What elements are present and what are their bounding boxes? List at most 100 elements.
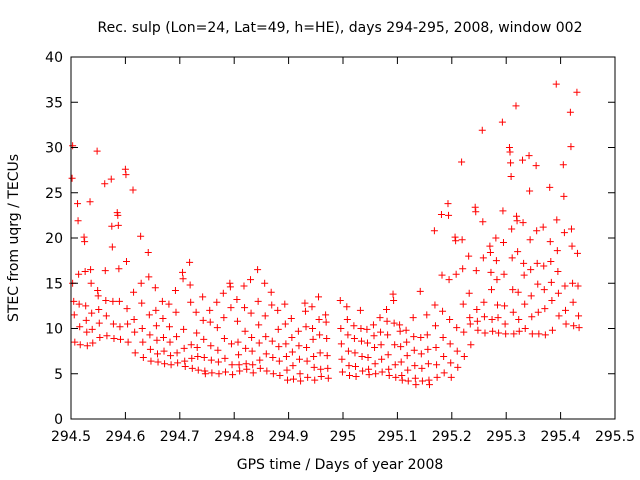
- data-point: [378, 368, 386, 376]
- data-point: [74, 200, 82, 208]
- data-point: [146, 345, 154, 353]
- data-point: [193, 329, 201, 337]
- data-point: [528, 313, 536, 321]
- data-point: [570, 322, 578, 330]
- data-point: [465, 289, 473, 297]
- data-point: [186, 258, 194, 266]
- data-point: [275, 357, 283, 365]
- data-point: [181, 363, 189, 371]
- data-point: [228, 361, 236, 369]
- data-point: [87, 279, 95, 287]
- data-point: [96, 334, 104, 342]
- data-point: [486, 248, 494, 256]
- data-point: [173, 349, 181, 357]
- data-point: [377, 341, 385, 349]
- data-point: [179, 268, 187, 276]
- data-point: [569, 279, 577, 287]
- data-point: [283, 366, 291, 374]
- data-point: [446, 340, 454, 348]
- data-point: [188, 364, 196, 372]
- data-point: [147, 357, 155, 365]
- data-point: [83, 342, 91, 350]
- data-point: [412, 381, 420, 389]
- data-point: [479, 254, 487, 262]
- data-point: [566, 108, 574, 116]
- data-point: [281, 320, 289, 328]
- data-point: [391, 341, 399, 349]
- data-point: [76, 341, 84, 349]
- data-point: [309, 335, 317, 343]
- data-point: [262, 350, 270, 358]
- data-point: [411, 374, 419, 382]
- data-point: [527, 292, 535, 300]
- data-point: [235, 361, 243, 369]
- data-point: [403, 338, 411, 346]
- data-point: [109, 297, 117, 305]
- data-point: [383, 317, 391, 325]
- data-point: [122, 171, 130, 179]
- x-axis: 294.5 294.6 294.7 294.8 294.9 295 295.1 295.2 29…: [51, 57, 635, 445]
- data-point: [391, 361, 399, 369]
- data-point: [515, 327, 523, 335]
- data-point: [547, 258, 555, 266]
- data-point: [269, 353, 277, 361]
- data-point: [554, 267, 562, 275]
- data-point: [438, 271, 446, 279]
- data-point: [95, 305, 103, 313]
- data-point: [129, 186, 137, 194]
- data-point: [275, 343, 283, 351]
- data-point: [528, 330, 536, 338]
- data-point: [110, 334, 118, 342]
- data-point: [213, 298, 221, 306]
- data-point: [437, 210, 445, 218]
- data-point: [533, 259, 541, 267]
- data-point: [240, 282, 248, 290]
- data-point: [324, 364, 332, 372]
- data-point: [248, 334, 256, 342]
- data-point: [281, 300, 289, 308]
- data-point: [302, 323, 310, 331]
- data-point: [153, 336, 161, 344]
- data-point: [352, 363, 360, 371]
- data-point: [114, 211, 122, 219]
- data-point: [80, 233, 88, 241]
- data-point: [369, 321, 377, 329]
- data-point: [569, 298, 577, 306]
- data-point: [256, 364, 264, 372]
- data-point: [559, 161, 567, 169]
- x-tick-label: 294.5: [51, 429, 91, 445]
- data-point: [573, 249, 581, 257]
- data-point: [403, 352, 411, 360]
- y-tick-label: 25: [45, 186, 63, 202]
- data-point: [206, 306, 214, 314]
- data-point: [344, 331, 352, 339]
- data-point: [567, 143, 575, 151]
- data-point: [402, 326, 410, 334]
- data-point: [459, 265, 467, 273]
- data-point: [410, 333, 418, 341]
- data-point: [160, 347, 168, 355]
- data-point: [82, 302, 90, 310]
- data-point: [337, 340, 345, 348]
- data-point: [121, 165, 129, 173]
- data-point: [167, 352, 175, 360]
- data-point: [297, 377, 305, 385]
- data-point: [431, 322, 439, 330]
- data-point: [418, 377, 426, 385]
- data-point: [226, 279, 234, 287]
- data-point: [138, 299, 146, 307]
- data-point: [322, 311, 330, 319]
- data-point: [221, 368, 229, 376]
- data-point: [116, 323, 124, 331]
- data-point: [535, 330, 543, 338]
- data-point: [94, 286, 102, 294]
- data-point: [508, 254, 516, 262]
- data-point: [478, 126, 486, 134]
- data-point: [548, 326, 556, 334]
- data-point: [75, 300, 83, 308]
- data-point: [115, 297, 123, 305]
- data-point: [296, 370, 304, 378]
- data-point: [194, 353, 202, 361]
- data-point: [447, 359, 455, 367]
- data-point: [241, 304, 249, 312]
